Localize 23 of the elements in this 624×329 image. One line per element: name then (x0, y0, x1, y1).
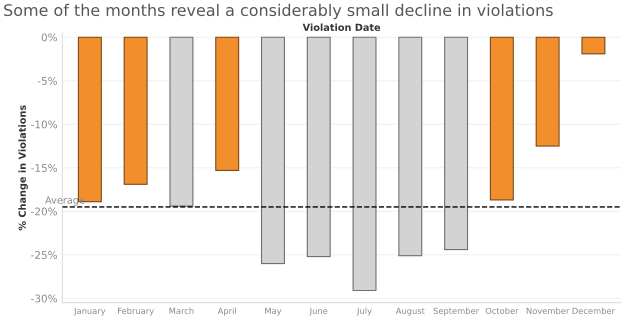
x-tick-label: December (572, 308, 616, 314)
x-tick-label: September (434, 308, 480, 316)
chart-title: Some of the months reveal a considerably small decline in violations (4, 4, 553, 20)
x-tick-label: April (218, 308, 236, 316)
y-tick-label: -30% (31, 294, 57, 302)
x-tick-label: May (265, 308, 282, 316)
x-tick-label: June (309, 308, 328, 316)
y-tick-label: -20% (31, 208, 57, 216)
x-tick-label: October (486, 308, 519, 314)
x-tick-label: March (170, 308, 194, 314)
y-axis-title: % Change in Violations (18, 105, 28, 230)
ref-line-label: Average (45, 196, 84, 206)
x-tick-label: August (396, 308, 425, 316)
y-tick-label: -10% (31, 120, 57, 128)
x-tick-label: July (356, 308, 372, 316)
y-tick-label: -15% (31, 164, 57, 172)
x-tick-label: November (526, 308, 570, 314)
y-tick-label: 0% (42, 33, 57, 42)
y-tick-label: -5% (38, 76, 57, 85)
x-axis-title: Violation Date (302, 23, 380, 32)
x-tick-label: January (74, 308, 106, 316)
y-tick-label: -25% (31, 251, 57, 259)
x-tick-label: February (118, 308, 154, 316)
